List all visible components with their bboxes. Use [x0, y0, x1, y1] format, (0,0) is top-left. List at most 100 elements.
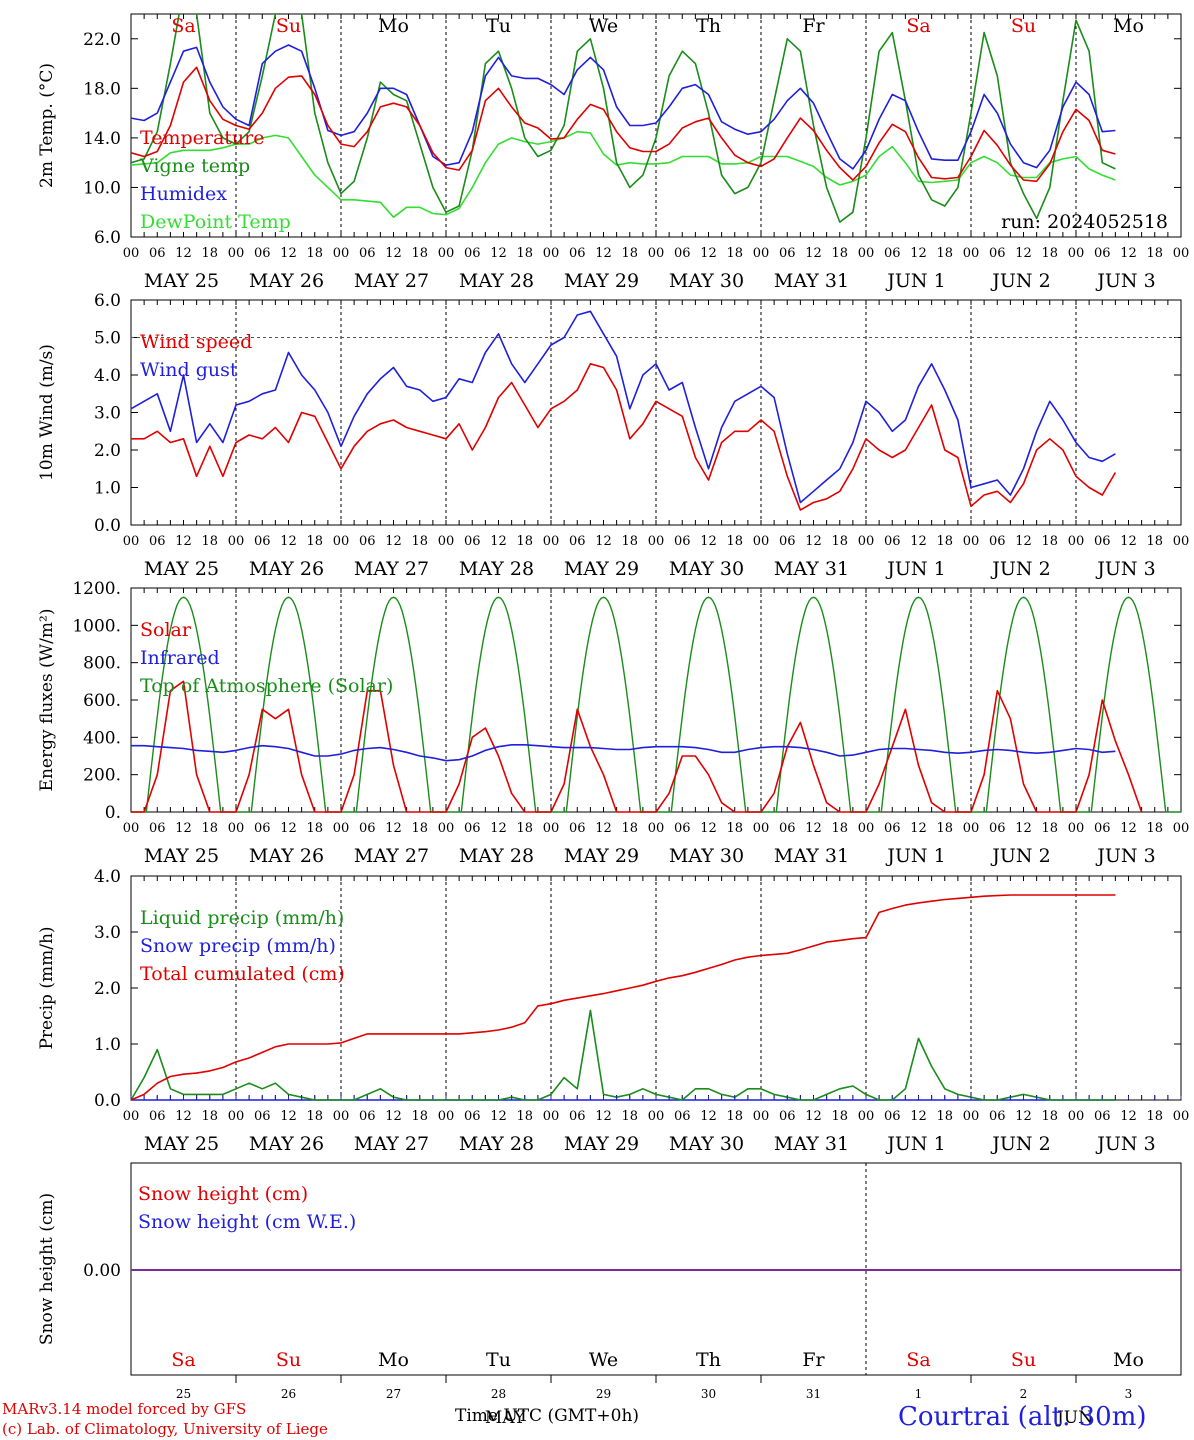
x-hour-label: 12 [1120, 246, 1137, 261]
x-hour-label: 06 [779, 534, 796, 549]
x-date-label: JUN 1 [885, 558, 945, 580]
legend-entry: Snow precip (mm/h) [140, 935, 336, 957]
weekday-label: Mo [1113, 15, 1144, 37]
series-humidex [131, 44, 1116, 170]
x-date-label: JUN 2 [990, 845, 1050, 867]
y-tick-label: 3.0 [94, 923, 121, 943]
y-tick-label: 5.0 [94, 329, 121, 349]
x-hour-label: 06 [254, 246, 271, 261]
x-hour-label: 00 [543, 246, 560, 261]
x-date-label: JUN 2 [990, 270, 1050, 292]
x-hour-label: 00 [858, 534, 875, 549]
x-date-label: MAY 29 [564, 270, 639, 292]
x-hour-label: 06 [779, 246, 796, 261]
x-hour-label: 18 [306, 821, 323, 836]
y-tick-label: 800. [83, 654, 121, 674]
x-hour-label: 00 [438, 1109, 455, 1124]
x-hour-label: 06 [359, 534, 376, 549]
legend-entry: Vigne temp [139, 155, 250, 177]
x-hour-label: 00 [963, 1109, 980, 1124]
x-hour-label: 00 [963, 534, 980, 549]
x-hour-label: 00 [753, 1109, 770, 1124]
panel-frame-1 [130, 13, 1182, 238]
x-hour-label: 06 [149, 246, 166, 261]
series-liquid-precip [130, 1009, 1116, 1101]
x-hour-label: 00 [1173, 821, 1190, 836]
x-date-label: MAY 27 [354, 270, 429, 292]
x-hour-label: 18 [936, 1109, 953, 1124]
y-tick-label: 1.0 [94, 479, 121, 499]
x-hour-label: 06 [884, 534, 901, 549]
x-date-label: MAY 31 [774, 845, 849, 867]
x-hour-label: 18 [516, 1109, 533, 1124]
x-hour-label: 06 [674, 821, 691, 836]
weekday-label: Sa [171, 15, 195, 37]
y-axis-label: Precip (mm/h) [37, 926, 57, 1049]
day-number-label: 29 [596, 1387, 611, 1401]
x-hour-label: 18 [621, 246, 638, 261]
x-hour-label: 12 [175, 246, 192, 261]
x-hour-label: 06 [569, 246, 586, 261]
x-hour-label: 18 [936, 246, 953, 261]
x-hour-label: 12 [385, 246, 402, 261]
x-hour-label: 12 [910, 821, 927, 836]
bottom-xlabel: Time UTC (GMT+0h) [455, 1406, 640, 1426]
x-hour-label: 18 [411, 246, 428, 261]
x-hour-label: 12 [280, 821, 297, 836]
x-hour-label: 12 [385, 821, 402, 836]
x-hour-label: 18 [1041, 821, 1058, 836]
x-date-label: MAY 26 [249, 270, 324, 292]
x-hour-label: 12 [490, 534, 507, 549]
x-hour-label: 06 [149, 1109, 166, 1124]
x-hour-label: 12 [175, 1109, 192, 1124]
x-date-label: MAY 26 [249, 1133, 324, 1155]
x-hour-label: 00 [753, 534, 770, 549]
x-hour-label: 00 [858, 821, 875, 836]
x-hour-label: 00 [1068, 1109, 1085, 1124]
x-date-label: JUN 1 [885, 845, 945, 867]
x-hour-label: 06 [149, 821, 166, 836]
legend-entry: Infrared [140, 647, 220, 669]
y-tick-label: 600. [83, 691, 121, 711]
x-hour-label: 18 [201, 821, 218, 836]
x-hour-label: 12 [805, 246, 822, 261]
x-hour-label: 06 [884, 821, 901, 836]
legend-entry: Temperature [140, 127, 264, 149]
x-hour-label: 18 [621, 1109, 638, 1124]
x-hour-label: 00 [438, 534, 455, 549]
x-hour-label: 12 [805, 534, 822, 549]
x-hour-label: 00 [648, 246, 665, 261]
day-number-label: 31 [806, 1387, 821, 1401]
x-hour-label: 00 [123, 534, 140, 549]
y-tick-label: 0.00 [83, 1261, 121, 1281]
x-date-label: MAY 29 [564, 558, 639, 580]
x-hour-label: 12 [1015, 534, 1032, 549]
x-date-label: JUN 1 [885, 1133, 945, 1155]
x-hour-label: 06 [359, 1109, 376, 1124]
x-hour-label: 00 [1068, 821, 1085, 836]
x-date-label: MAY 25 [144, 845, 219, 867]
x-hour-label: 00 [123, 821, 140, 836]
x-hour-label: 00 [438, 246, 455, 261]
x-hour-label: 06 [254, 534, 271, 549]
y-tick-label: 4.0 [94, 366, 121, 386]
x-hour-label: 06 [464, 534, 481, 549]
x-hour-label: 12 [805, 821, 822, 836]
x-hour-label: 12 [700, 821, 717, 836]
x-date-label: MAY 30 [669, 1133, 744, 1155]
x-hour-label: 00 [228, 534, 245, 549]
x-hour-label: 00 [1173, 534, 1190, 549]
y-tick-label: 6.0 [94, 291, 121, 311]
x-hour-label: 06 [569, 821, 586, 836]
x-hour-label: 12 [1015, 1109, 1032, 1124]
x-date-label: MAY 25 [144, 1133, 219, 1155]
x-date-label: MAY 26 [249, 558, 324, 580]
x-date-label: MAY 27 [354, 1133, 429, 1155]
x-hour-label: 00 [753, 821, 770, 836]
x-hour-label: 12 [490, 246, 507, 261]
x-hour-label: 18 [726, 821, 743, 836]
x-hour-label: 18 [621, 534, 638, 549]
x-hour-label: 18 [1041, 246, 1058, 261]
x-hour-label: 12 [280, 1109, 297, 1124]
series-dewpoint-temp [131, 130, 1116, 218]
